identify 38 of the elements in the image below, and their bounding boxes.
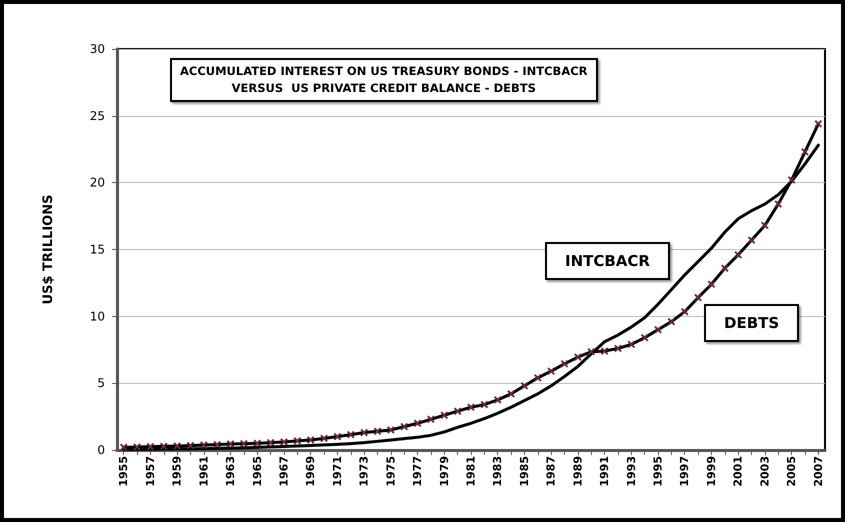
y-tick-label: 25 xyxy=(90,108,105,123)
text: ACCUMULATED INTEREST ON US TREASURY BONDS - INTCBACR VERSUS US PRIVATE CREDIT BALANCE - DEBTS xyxy=(170,58,598,102)
y-tick-label: 20 xyxy=(90,176,105,190)
x-tick-label: 1965 xyxy=(250,456,264,487)
x-tick-label: 1957 xyxy=(144,456,157,487)
x-tick-label: 1963 xyxy=(224,456,238,487)
x-tick-label: 1981 xyxy=(464,456,478,487)
x-tick-label: 1973 xyxy=(358,456,371,487)
x-tick-label: 1997 xyxy=(678,456,692,487)
x-tick-label: 1991 xyxy=(598,456,612,487)
x-tick-label: 1971 xyxy=(330,456,344,487)
x-tick-label: 1983 xyxy=(491,456,504,487)
x-tick-label: 2005 xyxy=(785,456,798,487)
x-tick-label: 1979 xyxy=(438,456,451,487)
x-tick-label: 2001 xyxy=(732,456,745,487)
x-tick-label: 1995 xyxy=(652,456,665,487)
y-tick-label: 15 xyxy=(90,242,105,256)
x-tick-label: 1955 xyxy=(117,456,130,487)
x-tick-label: 1985 xyxy=(518,456,531,487)
x-tick-label: 1969 xyxy=(304,456,318,487)
x-tick-label: 1987 xyxy=(544,456,558,487)
x-tick-label: 1999 xyxy=(704,456,718,487)
x-tick-label: 1993 xyxy=(624,456,638,487)
y-tick-label: 30 xyxy=(90,42,105,56)
y-tick-label: 10 xyxy=(90,309,105,324)
x-tick-label: 2003 xyxy=(758,456,772,487)
y-tick-label: 0 xyxy=(97,443,105,457)
y-tick-label: 5 xyxy=(97,376,105,390)
y-axis-title: US$ TRILLIONS xyxy=(41,194,56,304)
x-tick-label: 1989 xyxy=(571,456,584,487)
x-tick-label: 1977 xyxy=(411,456,424,487)
x-tick-label: 1961 xyxy=(197,456,210,487)
x-tick-label: 1967 xyxy=(277,456,290,487)
x-tick-label: 1975 xyxy=(384,456,398,487)
series-label: INTCBACR xyxy=(545,242,670,280)
x-tick-label: 2007 xyxy=(812,456,825,487)
series-label: DEBTS xyxy=(704,304,800,342)
x-tick-label: 1959 xyxy=(170,456,184,487)
